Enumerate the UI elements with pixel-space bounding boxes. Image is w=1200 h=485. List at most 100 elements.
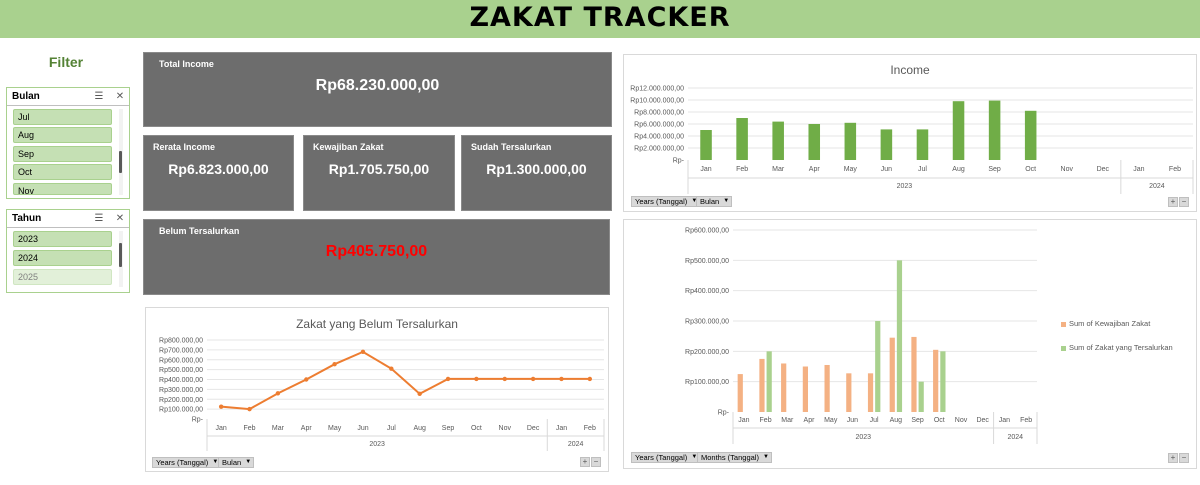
card-rerata-income: Rerata Income Rp6.823.000,00 — [143, 135, 294, 211]
expand-field-button[interactable]: + — [1168, 197, 1178, 207]
slicer-item-2025[interactable]: 2025 — [13, 269, 112, 285]
field-button-bulan[interactable]: Bulan ▼ — [218, 457, 255, 468]
slicer-item-sep[interactable]: Sep — [13, 146, 112, 162]
bar-tersalurkan — [940, 351, 946, 412]
data-point — [332, 361, 337, 367]
x-tick-label: Jun — [357, 425, 368, 432]
field-button-years[interactable]: Years (Tanggal) ▼ — [152, 457, 222, 468]
bar-kewajiban — [933, 349, 939, 412]
field-button-label: Bulan — [222, 458, 242, 467]
scrollbar-thumb[interactable] — [119, 151, 122, 173]
x-tick-label: Apr — [809, 166, 821, 173]
x-tick-label: Oct — [934, 417, 945, 424]
dropdown-icon: ▼ — [212, 459, 219, 465]
y-tick-label: Rp500.000,00 — [159, 367, 203, 374]
x-tick-label: Jan — [556, 425, 567, 432]
chart-income[interactable]: Income Rp- Rp2.000.000,00 Rp4.000.000,00 Rp… — [623, 54, 1197, 212]
x-tick-label: Dec — [527, 425, 540, 432]
x-tick-label: Feb — [760, 417, 772, 424]
x-group-label: 2023 — [855, 434, 871, 441]
card-label: Belum Tersalurkan — [159, 226, 240, 236]
field-button-months[interactable]: Months (Tanggal) ▼ — [697, 452, 772, 463]
y-tick-label: Rp8.000.000,00 — [634, 110, 684, 117]
x-tick-label: Sep — [442, 425, 455, 432]
x-tick-label: Nov — [1061, 166, 1074, 173]
x-tick-label: Sep — [911, 417, 924, 424]
clear-filter-icon[interactable]: ✕ — [115, 213, 125, 224]
card-value: Rp405.750,00 — [325, 243, 428, 260]
bar-kewajiban — [759, 358, 765, 412]
chart-kewajiban-tersalurkan[interactable]: Rp- Rp100.000,00 Rp200.000,00 Rp300.000,00 R… — [623, 219, 1197, 469]
multi-select-icon[interactable]: ☰ — [94, 91, 104, 102]
income-bar — [1024, 110, 1037, 160]
field-button-years[interactable]: Years (Tanggal) ▼ — [631, 452, 701, 463]
card-label: Rerata Income — [153, 142, 216, 152]
y-tick-label: Rp10.000.000,00 — [630, 98, 684, 105]
slicer-item-2023[interactable]: 2023 — [13, 231, 112, 247]
clear-filter-icon[interactable]: ✕ — [115, 91, 125, 102]
y-tick-label: Rp6.000.000,00 — [634, 122, 684, 129]
collapse-field-button[interactable]: − — [591, 457, 601, 467]
expand-field-button[interactable]: + — [580, 457, 590, 467]
x-tick-label: Jan — [738, 417, 749, 424]
field-button-bulan[interactable]: Bulan ▼ — [696, 196, 733, 207]
line-plot: Rp- Rp100.000,00 Rp200.000,00 Rp300.000,00 R… — [159, 338, 605, 451]
x-tick-label: Feb — [244, 425, 256, 432]
data-point — [587, 376, 593, 382]
field-button-years[interactable]: Years (Tanggal) ▼ — [631, 196, 701, 207]
multi-select-icon[interactable]: ☰ — [94, 213, 104, 224]
y-tick-label: Rp600.000,00 — [685, 228, 729, 235]
bar-kewajiban — [781, 363, 787, 412]
x-tick-label: Jul — [387, 425, 396, 432]
collapse-field-button[interactable]: − — [1179, 197, 1189, 207]
income-plot: Rp- Rp2.000.000,00 Rp4.000.000,00 Rp6.000.0… — [630, 86, 1194, 194]
slicer-item-2024[interactable]: 2024 — [13, 250, 112, 266]
data-point — [559, 376, 564, 382]
x-tick-label: May — [328, 425, 342, 432]
x-tick-label: Dec — [1097, 166, 1110, 173]
header-banner: ZAKAT TRACKER — [0, 0, 1200, 38]
x-tick-label: May — [844, 166, 858, 173]
y-tick-label: Rp800.000,00 — [159, 338, 203, 345]
y-tick-label: Rp- — [192, 417, 204, 424]
data-point — [417, 391, 422, 397]
y-tick-label: Rp- — [673, 158, 685, 165]
card-value: Rp1.300.000,00 — [486, 161, 587, 177]
y-tick-label: Rp100.000,00 — [159, 407, 203, 414]
income-bar — [772, 121, 784, 160]
legend-swatch — [1061, 345, 1066, 351]
card-label: Kewajiban Zakat — [313, 142, 384, 152]
slicer-header: Tahun ☰ ✕ — [7, 210, 129, 228]
expand-field-button[interactable]: + — [1168, 453, 1178, 463]
slicer-item-oct[interactable]: Oct — [13, 164, 112, 180]
x-tick-label: Aug — [952, 166, 965, 173]
slicer-item-aug[interactable]: Aug — [13, 127, 112, 143]
x-group-label: 2023 — [369, 441, 385, 448]
x-tick-label: Feb — [1169, 166, 1181, 173]
collapse-field-button[interactable]: − — [1179, 453, 1189, 463]
slicer-item-nov[interactable]: Nov — [13, 183, 112, 196]
x-tick-label: Aug — [890, 417, 903, 424]
income-bar — [808, 124, 821, 160]
slicer-tahun: Tahun ☰ ✕ 2023 2024 2025 — [6, 209, 130, 293]
x-tick-label: Apr — [301, 425, 313, 432]
data-point — [218, 404, 224, 409]
scrollbar-thumb[interactable] — [119, 243, 122, 267]
x-tick-label: Mar — [272, 425, 285, 432]
data-point — [474, 376, 479, 382]
chart-zakat-belum[interactable]: Zakat yang Belum Tersalurkan Rp- Rp100.00… — [145, 307, 609, 472]
income-bar — [880, 129, 893, 160]
data-point — [360, 349, 366, 355]
data-point — [445, 376, 451, 382]
slicer-item-jul[interactable]: Jul — [13, 109, 112, 125]
chart-title: Income — [890, 63, 930, 77]
income-bar — [916, 129, 929, 160]
y-tick-label: Rp400.000,00 — [159, 377, 203, 384]
series-line — [221, 350, 590, 411]
card-belum-tersalurkan: Belum Tersalurkan Rp405.750,00 — [143, 219, 610, 295]
field-button-label: Months (Tanggal) — [701, 453, 759, 462]
x-tick-label: Feb — [1020, 417, 1032, 424]
x-tick-label: Jun — [847, 417, 858, 424]
x-tick-label: Jul — [918, 166, 927, 173]
